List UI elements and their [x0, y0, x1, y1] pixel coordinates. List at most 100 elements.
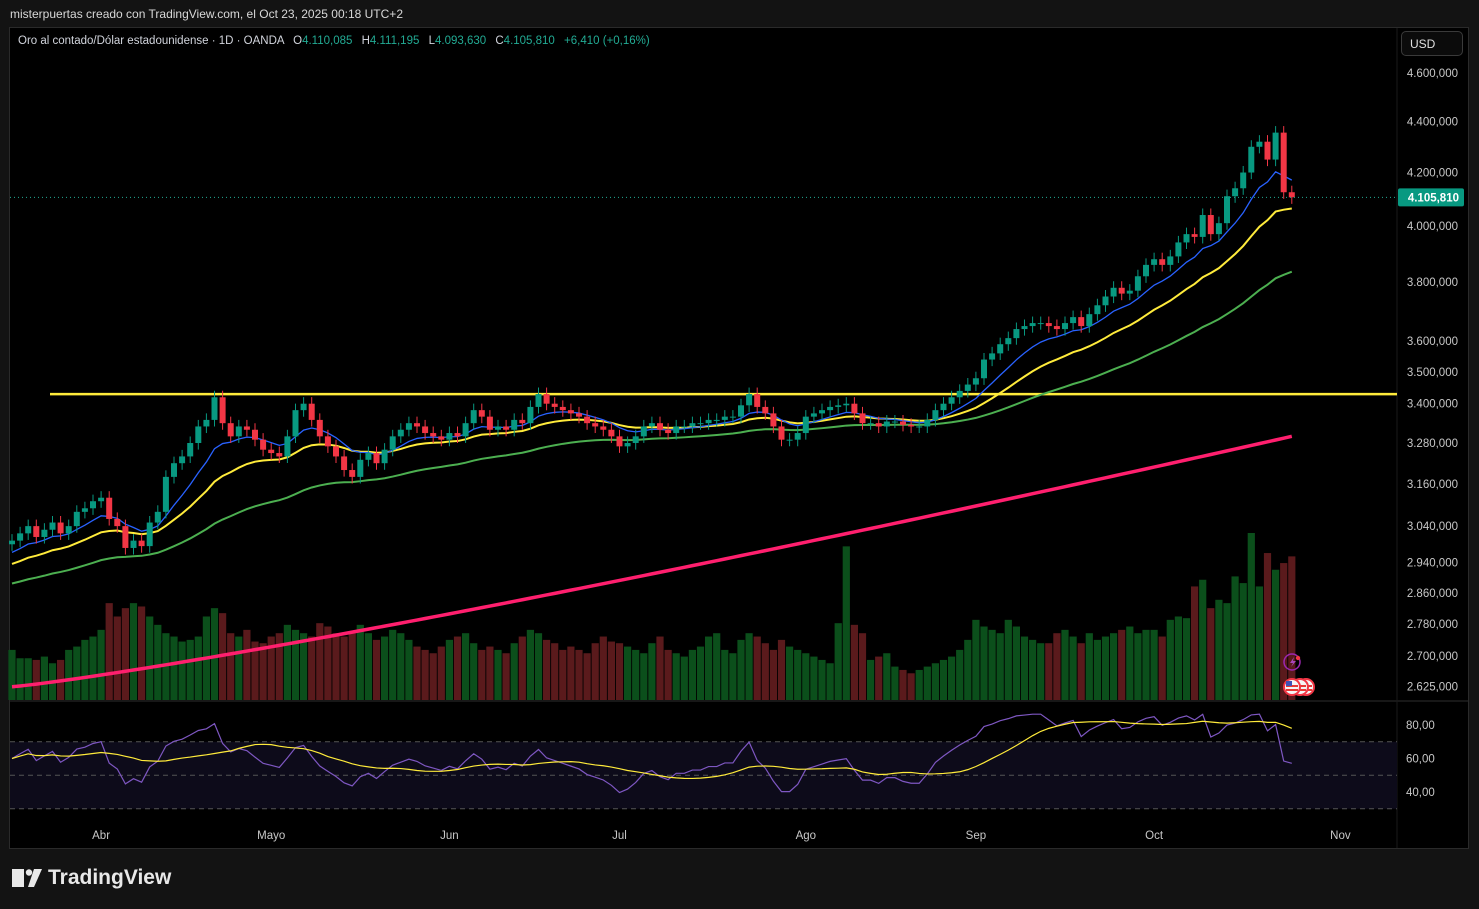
candle: [486, 410, 493, 437]
candle: [162, 470, 169, 519]
volume-bar: [1101, 636, 1110, 700]
candle-body: [567, 410, 574, 414]
candle: [705, 413, 712, 430]
candle: [219, 390, 226, 430]
candle: [276, 446, 283, 464]
volume-bar: [1280, 563, 1288, 700]
candle: [819, 403, 825, 420]
candle-body: [559, 406, 566, 411]
candle: [381, 443, 388, 470]
volume-bar: [794, 649, 802, 700]
candle: [932, 403, 939, 427]
candle: [65, 519, 72, 540]
volume-bar: [696, 646, 705, 700]
candle: [316, 413, 323, 443]
volume-bar: [713, 633, 721, 700]
volume-bar: [1085, 633, 1093, 700]
volume-bar: [494, 649, 502, 700]
volume-bar: [591, 643, 599, 700]
volume-bar: [332, 633, 340, 700]
candle: [681, 419, 688, 434]
candle: [90, 494, 96, 515]
candle-body: [608, 429, 615, 437]
candle: [1272, 126, 1279, 167]
candle: [738, 398, 744, 424]
candle: [1199, 208, 1206, 244]
candle-body: [770, 413, 777, 427]
candle: [430, 426, 437, 443]
candle-body: [98, 497, 105, 502]
time-axis-label: Abr: [92, 830, 110, 842]
candle: [1224, 189, 1230, 230]
volume-bar: [421, 649, 429, 700]
candle: [365, 446, 372, 467]
volume-bar: [1191, 586, 1199, 700]
candle: [1062, 316, 1068, 336]
candle: [827, 400, 834, 417]
candle: [576, 406, 582, 424]
candle-body: [1029, 323, 1036, 327]
candle-body: [754, 394, 761, 407]
volume-bar: [1012, 626, 1020, 700]
candle-body: [956, 390, 963, 398]
candle: [948, 390, 955, 411]
candle: [721, 410, 728, 427]
candle: [308, 397, 315, 427]
candle-body: [470, 410, 477, 424]
time-axis-label: Jun: [440, 830, 459, 842]
currency-button[interactable]: USD: [1401, 31, 1463, 56]
close-label: C: [495, 35, 504, 47]
candle: [989, 346, 996, 367]
price-tick-label: 2.940,000: [1407, 558, 1458, 570]
volume-bar: [186, 639, 194, 700]
candle-body: [1224, 196, 1230, 224]
volume-bar: [875, 656, 883, 700]
candle: [859, 406, 866, 430]
candle-body: [276, 453, 283, 457]
flag-stripe: [1286, 689, 1298, 691]
candle: [357, 453, 364, 484]
candle-body: [851, 403, 858, 414]
candle: [438, 429, 445, 447]
candle: [397, 423, 404, 443]
ema-fast-line: [11, 171, 1293, 553]
volume-bar: [486, 646, 494, 700]
high-label: H: [361, 35, 370, 47]
candle: [632, 429, 639, 450]
candle: [73, 505, 80, 533]
price-tick-label: 2.700,000: [1407, 651, 1458, 663]
volume-bar: [429, 653, 437, 700]
candle-body: [308, 403, 315, 420]
volume-bar: [543, 639, 551, 700]
candle-body: [365, 453, 372, 460]
symbol-name[interactable]: Oro al contado/Dólar estadounidense · 1D…: [18, 35, 284, 47]
candle-body: [65, 526, 72, 534]
candle-body: [486, 416, 493, 430]
candle-body: [495, 426, 501, 430]
volume-bar: [235, 636, 243, 700]
candle-body: [1232, 188, 1239, 197]
candle: [122, 519, 129, 555]
volume-bar: [397, 633, 405, 700]
candle: [835, 398, 842, 414]
close-value: 4.105,810: [503, 35, 555, 47]
candle: [405, 416, 412, 437]
candle: [997, 337, 1004, 360]
candle-body: [171, 463, 177, 477]
candle: [940, 397, 947, 417]
candle: [300, 397, 307, 417]
candle-body: [721, 416, 728, 420]
volume-bar: [170, 636, 178, 700]
volume-bar: [972, 619, 980, 700]
candle: [243, 419, 250, 437]
volume-bar: [664, 649, 672, 700]
candle: [754, 387, 761, 414]
volume-bar: [899, 669, 907, 700]
candle-body: [106, 497, 113, 519]
candle: [1151, 252, 1158, 272]
volume-bar: [923, 666, 931, 700]
tradingview-logo[interactable]: TradingView: [12, 866, 171, 890]
volume-bar: [729, 653, 737, 700]
volume-bar: [1199, 579, 1207, 700]
